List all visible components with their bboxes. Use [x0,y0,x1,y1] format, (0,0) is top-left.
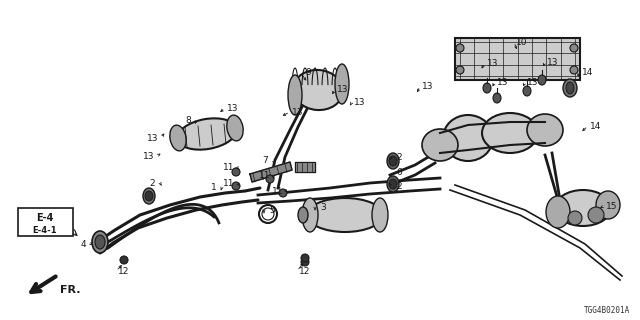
Ellipse shape [298,207,308,223]
Ellipse shape [422,129,458,161]
Text: 8: 8 [185,116,191,124]
Ellipse shape [301,254,309,262]
Text: 12: 12 [118,267,130,276]
Polygon shape [295,162,315,172]
Text: 6: 6 [396,167,402,177]
Text: 11: 11 [223,179,235,188]
Ellipse shape [568,211,582,225]
Text: FR.: FR. [60,285,81,295]
Ellipse shape [456,44,464,52]
Text: 15: 15 [606,202,618,211]
Text: 2: 2 [149,179,155,188]
Ellipse shape [443,115,493,161]
Ellipse shape [95,235,105,249]
Ellipse shape [555,190,611,226]
Ellipse shape [493,93,501,103]
Text: 13: 13 [527,77,539,86]
Text: 5: 5 [269,205,275,214]
Text: 14: 14 [582,68,594,76]
Ellipse shape [92,231,108,253]
Text: 4: 4 [80,239,86,249]
Ellipse shape [482,113,538,153]
Text: 11: 11 [223,163,235,172]
Ellipse shape [389,179,397,189]
Text: 13: 13 [292,108,304,116]
Ellipse shape [307,198,383,232]
Ellipse shape [563,79,577,97]
Text: 1: 1 [211,182,217,191]
Ellipse shape [143,188,155,204]
Text: 13: 13 [337,84,349,93]
Bar [18,208,73,236]
Text: 9: 9 [305,68,311,76]
Text: 13: 13 [143,151,155,161]
Ellipse shape [170,125,186,151]
Ellipse shape [566,82,574,94]
Ellipse shape [387,153,399,169]
Ellipse shape [266,175,274,183]
Ellipse shape [145,191,153,201]
Text: 14: 14 [590,122,602,131]
Text: 13: 13 [355,98,365,107]
Ellipse shape [288,75,302,115]
Polygon shape [250,162,292,182]
Text: 13: 13 [227,103,239,113]
Text: 13: 13 [497,77,509,86]
Ellipse shape [372,198,388,232]
Text: 11: 11 [259,171,271,180]
Ellipse shape [232,168,240,176]
Text: 12: 12 [300,267,310,276]
Text: 2: 2 [396,181,402,190]
Ellipse shape [546,196,570,228]
Text: 11: 11 [272,187,284,196]
Ellipse shape [570,44,578,52]
Text: 13: 13 [422,82,434,91]
Text: 7: 7 [262,156,268,164]
Text: 13: 13 [487,59,499,68]
Ellipse shape [570,66,578,74]
Ellipse shape [596,191,620,219]
Ellipse shape [232,182,240,190]
Ellipse shape [279,189,287,197]
Ellipse shape [177,118,237,150]
Text: E-4: E-4 [36,213,54,223]
Ellipse shape [523,86,531,96]
Text: E-4-1: E-4-1 [33,226,58,235]
Ellipse shape [527,114,563,146]
Ellipse shape [120,256,128,264]
Ellipse shape [387,176,399,192]
Ellipse shape [538,75,546,85]
Ellipse shape [456,66,464,74]
Ellipse shape [335,64,349,104]
Ellipse shape [301,258,309,266]
Ellipse shape [293,70,343,110]
Text: TGG4B0201A: TGG4B0201A [584,306,630,315]
Bar [455,38,580,80]
Ellipse shape [483,83,491,93]
Text: 10: 10 [516,37,528,46]
Ellipse shape [302,198,318,232]
Text: 2: 2 [396,153,402,162]
Text: 13: 13 [547,58,559,67]
Ellipse shape [588,207,604,223]
Ellipse shape [389,156,397,166]
Text: 13: 13 [147,133,159,142]
Ellipse shape [227,115,243,141]
Text: 3: 3 [320,203,326,212]
